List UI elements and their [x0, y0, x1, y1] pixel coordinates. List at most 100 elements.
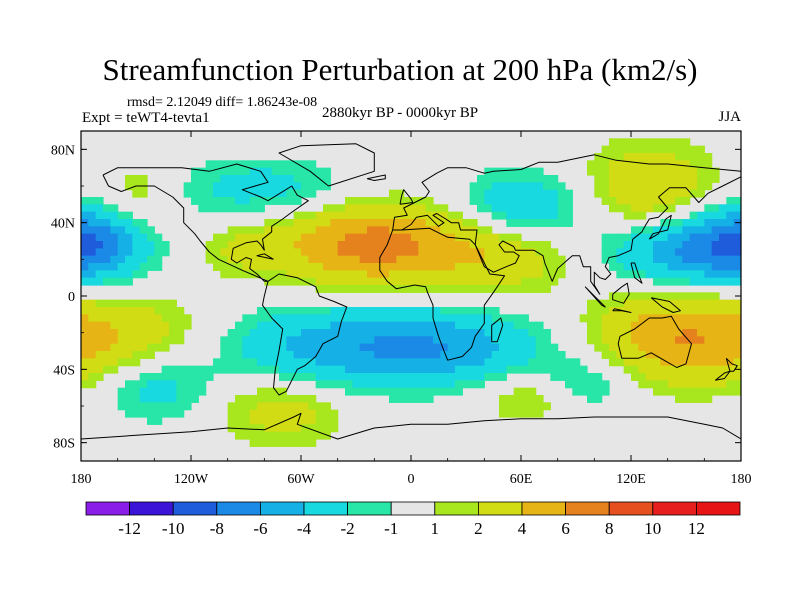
field-cell [667, 277, 676, 286]
field-cell [345, 307, 353, 315]
field-cell [411, 380, 419, 389]
field-cell [616, 263, 625, 271]
field-cell [587, 321, 595, 330]
field-cell [550, 263, 559, 271]
field-cell [154, 373, 163, 381]
field-cell [249, 233, 258, 242]
field-cell [609, 160, 617, 169]
field-cell [528, 219, 537, 227]
field-cell [117, 299, 126, 308]
field-cell [462, 343, 471, 352]
field-cell [704, 358, 713, 367]
field-cell [242, 431, 251, 440]
field-cell [440, 351, 449, 359]
field-cell [220, 204, 229, 213]
field-cell [286, 255, 295, 264]
field-cell [367, 241, 375, 249]
field-cell [293, 167, 302, 176]
field-cell [660, 241, 669, 249]
field-cell [499, 167, 507, 176]
field-cell [433, 336, 441, 345]
field-cell [345, 277, 353, 286]
field-cell [455, 241, 463, 249]
field-cell [286, 336, 295, 345]
field-cell [330, 343, 339, 352]
field-cell [95, 329, 104, 337]
field-cell [403, 285, 412, 293]
field-cell [227, 343, 236, 352]
field-cell [653, 270, 661, 279]
field-cell [645, 233, 654, 242]
field-cell [506, 336, 515, 345]
field-cell [557, 189, 566, 198]
field-cell [220, 241, 229, 249]
field-cell [323, 343, 331, 352]
field-cell [227, 197, 236, 205]
field-cell [374, 329, 383, 337]
field-cell [645, 299, 654, 308]
field-cell [271, 336, 280, 345]
field-cell [117, 307, 126, 315]
field-cell [667, 153, 676, 161]
field-cell [345, 197, 353, 205]
field-cell [440, 233, 449, 242]
field-cell [411, 277, 419, 286]
field-cell [286, 424, 295, 433]
field-cell [506, 351, 515, 359]
field-cell [220, 167, 229, 176]
field-cell [308, 277, 317, 286]
field-cell [227, 175, 236, 183]
field-cell [616, 241, 625, 249]
field-cell [711, 321, 720, 330]
field-cell [631, 292, 639, 301]
field-cell [418, 358, 427, 367]
field-cell [506, 175, 515, 183]
field-cell [528, 365, 537, 374]
field-cell [381, 336, 390, 345]
field-cell [418, 373, 427, 381]
field-cell [315, 417, 324, 425]
field-cell [682, 365, 691, 374]
field-cell [88, 248, 97, 257]
field-cell [616, 321, 625, 330]
field-cell [418, 226, 427, 235]
field-cell [660, 189, 669, 198]
field-cell [88, 219, 97, 227]
field-cell [286, 248, 295, 257]
field-cell [242, 351, 251, 359]
field-cell [330, 336, 339, 345]
field-cell [469, 285, 478, 293]
field-cell [198, 373, 207, 381]
field-cell [506, 358, 515, 367]
field-cell [396, 387, 405, 396]
field-cell [645, 365, 654, 374]
field-cell [139, 336, 148, 345]
field-cell [675, 395, 683, 403]
field-cell [235, 241, 243, 249]
field-cell [491, 277, 500, 286]
field-cell [623, 167, 632, 176]
field-cell [381, 373, 390, 381]
field-cell [447, 270, 456, 279]
field-cell [374, 219, 383, 227]
field-cell [631, 365, 639, 374]
field-cell [389, 233, 397, 242]
field-cell [367, 285, 375, 293]
field-cell [521, 321, 529, 330]
field-cell [653, 307, 661, 315]
field-cell [374, 336, 383, 345]
field-cell [484, 373, 493, 381]
field-cell [88, 255, 97, 264]
field-cell [667, 189, 676, 198]
field-cell [308, 241, 317, 249]
field-cell [484, 329, 493, 337]
field-cell [513, 233, 522, 242]
field-cell [264, 365, 273, 374]
field-cell [601, 189, 610, 198]
field-cell [286, 373, 295, 381]
field-cell [521, 270, 529, 279]
field-cell [403, 314, 412, 323]
field-cell [242, 314, 251, 323]
field-cell [726, 226, 735, 235]
field-cell [660, 292, 669, 301]
